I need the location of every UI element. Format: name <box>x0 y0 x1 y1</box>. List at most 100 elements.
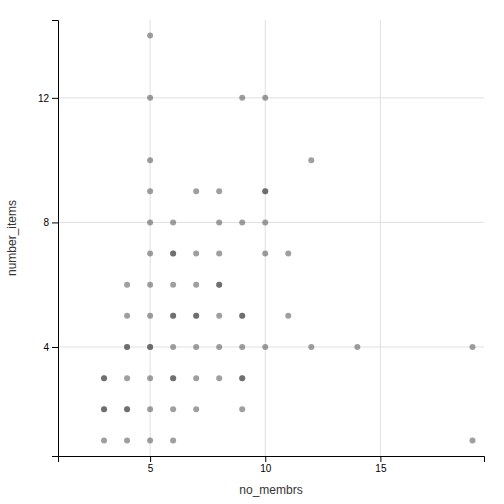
point <box>170 313 176 319</box>
x-axis: 5 10 15 <box>59 456 485 474</box>
point <box>170 437 176 443</box>
point <box>124 406 130 412</box>
y-tick: 12 <box>38 93 58 104</box>
point <box>170 313 176 319</box>
point <box>147 406 153 412</box>
y-tick-mark <box>52 222 58 223</box>
point <box>239 313 245 319</box>
point <box>124 344 130 350</box>
point <box>193 251 199 257</box>
point <box>170 375 176 381</box>
point <box>193 313 199 319</box>
point <box>354 344 360 350</box>
point <box>147 437 153 443</box>
grid-line-y <box>58 222 484 223</box>
plot: 5 10 15 4 8 12 <box>38 20 485 474</box>
point <box>101 375 107 381</box>
point <box>147 282 153 288</box>
point <box>193 406 199 412</box>
point <box>170 406 176 412</box>
point <box>124 313 130 319</box>
point <box>216 282 222 288</box>
y-tick-label: 8 <box>43 217 49 228</box>
y-tick-label: 4 <box>43 342 49 353</box>
point <box>170 344 176 350</box>
point <box>308 157 314 163</box>
point <box>124 282 130 288</box>
point <box>147 95 153 101</box>
grid-line-x <box>380 20 381 456</box>
point <box>124 375 130 381</box>
point <box>170 282 176 288</box>
grid-line-y <box>58 347 484 348</box>
y-tick: 8 <box>43 217 58 228</box>
point <box>101 406 107 412</box>
point <box>101 375 107 381</box>
point <box>262 219 268 225</box>
point <box>147 344 153 350</box>
y-axis-title: number_items <box>5 200 19 276</box>
x-tick-mark <box>150 456 151 462</box>
point <box>239 375 245 381</box>
point <box>101 437 107 443</box>
point <box>285 313 291 319</box>
point <box>239 219 245 225</box>
point <box>124 344 130 350</box>
x-tick: 10 <box>260 456 272 474</box>
point <box>147 375 153 381</box>
x-tick-label: 15 <box>375 463 387 474</box>
x-tick-mark <box>265 456 266 462</box>
point <box>216 188 222 194</box>
point <box>147 157 153 163</box>
y-tick-mark <box>52 98 58 99</box>
point <box>239 95 245 101</box>
point <box>262 344 268 350</box>
point <box>193 344 199 350</box>
point <box>170 251 176 257</box>
point <box>147 251 153 257</box>
point <box>239 375 245 381</box>
point <box>193 313 199 319</box>
point <box>469 344 475 350</box>
point <box>216 313 222 319</box>
point <box>216 282 222 288</box>
point <box>193 375 199 381</box>
point <box>216 344 222 350</box>
grid-line-x <box>265 20 266 456</box>
point <box>147 219 153 225</box>
x-tick-mark <box>380 456 381 462</box>
x-tick-label: 5 <box>148 463 154 474</box>
point <box>308 344 314 350</box>
x-tick: 15 <box>375 456 387 474</box>
point <box>193 282 199 288</box>
point <box>262 188 268 194</box>
points <box>101 33 475 444</box>
point <box>101 406 107 412</box>
point <box>147 33 153 39</box>
point <box>262 188 268 194</box>
grid-line-x <box>150 20 151 456</box>
grid-line-y <box>58 97 484 98</box>
y-tick-mark <box>52 347 58 348</box>
point <box>193 188 199 194</box>
point <box>170 251 176 257</box>
point <box>239 313 245 319</box>
point <box>239 406 245 412</box>
y-tick-label: 12 <box>38 93 50 104</box>
x-axis-title: no_membrs <box>239 483 302 497</box>
point <box>285 251 291 257</box>
point <box>216 219 222 225</box>
point <box>170 219 176 225</box>
y-axis-line <box>52 21 59 457</box>
point <box>170 375 176 381</box>
point <box>147 188 153 194</box>
point <box>469 437 475 443</box>
point <box>216 375 222 381</box>
grid <box>58 20 484 456</box>
point <box>147 344 153 350</box>
x-tick-label: 10 <box>260 463 272 474</box>
y-tick: 4 <box>43 342 58 353</box>
point <box>124 406 130 412</box>
point <box>262 251 268 257</box>
point <box>262 95 268 101</box>
